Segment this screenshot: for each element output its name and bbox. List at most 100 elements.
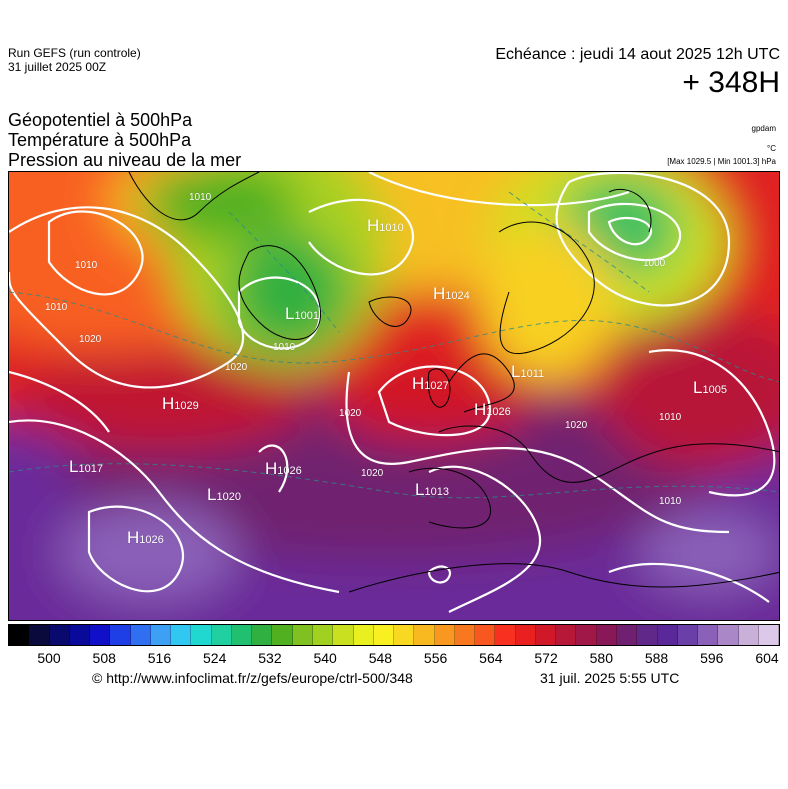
unit-gpdam: gpdam [751,124,776,133]
lead-time: + 348H [682,66,780,99]
colorbar-swatch [698,625,719,645]
center-value: 1026 [277,465,302,477]
pressure-center: L1011 [511,362,544,382]
pressure-center: L1013 [415,480,449,500]
pressure-center: L1005 [693,378,727,398]
colorbar-swatch [454,625,476,645]
center-value: 1001 [294,310,319,322]
colorbar-tick-label: 532 [258,650,282,666]
colorbar-tick-label: 596 [700,650,724,666]
isobar-label: 1020 [225,362,248,373]
forecast-valid-time: Echéance : jeudi 14 aout 2025 12h UTC [495,46,780,63]
colorbar-tick-label: 588 [644,650,669,666]
pressure-center: H1027 [412,374,449,394]
colorbar-swatch [718,625,739,645]
colorbar-swatch [191,625,212,645]
run-info: Run GEFS (run controle) 31 juillet 2025 … [8,46,141,74]
colorbar-tick-label: 516 [147,650,172,666]
colorbar-swatch [758,625,780,645]
colorbar [8,624,780,646]
colorbar-swatch [9,625,30,645]
colorbar-swatch [475,625,496,645]
colorbar-swatch [596,625,617,645]
pressure-center: H1026 [127,528,164,548]
param-pressure: Pression au niveau de la mer [8,150,242,170]
center-type: L [207,485,217,504]
center-type: L [69,457,79,476]
colorbar-swatch [130,625,151,645]
pressure-center: L1001 [285,304,319,324]
colorbar-swatch [637,625,658,645]
center-type: H [367,216,380,235]
isobar-label: 1010 [659,496,682,507]
colorbar-swatch [556,625,577,645]
colorbar-swatch [616,625,638,645]
isobar-label: 1010 [659,412,682,423]
center-type: H [162,394,175,413]
pressure-center: H1026 [265,459,302,479]
colorbar-swatch [677,625,699,645]
source-url[interactable]: © http://www.infoclimat.fr/z/gefs/europe… [92,670,413,686]
colorbar-tick-label: 556 [423,650,448,666]
center-type: H [127,528,140,547]
colorbar-tick-label: 508 [92,650,116,666]
isobar-label: 1010 [75,260,98,271]
center-type: H [412,374,425,393]
colorbar-swatch [515,625,536,645]
colorbar-swatch [495,625,516,645]
center-value: 1017 [78,463,103,475]
map-canvas [9,172,779,620]
colorbar-tick-label: 500 [37,650,61,666]
colorbar-swatch [69,625,91,645]
colorbar-swatch [292,625,313,645]
colorbar-swatch [353,625,374,645]
center-value: 1024 [445,290,470,302]
center-value: 1010 [379,222,404,234]
isobar-label: 1020 [79,334,102,345]
colorbar-tick-label: 548 [368,650,393,666]
center-value: 1029 [174,400,199,412]
colorbar-tick-label: 572 [534,650,558,666]
param-temperature: Température à 500hPa [8,130,192,150]
colorbar-swatch [434,625,455,645]
pressure-center: H1029 [162,394,199,414]
colorbar-swatch [110,625,131,645]
center-type: H [474,400,487,419]
colorbar-swatch [333,625,354,645]
colorbar-tick-label: 564 [479,650,503,666]
colorbar-tick-label: 524 [203,650,227,666]
generated-date: 31 juil. 2025 5:55 UTC [540,670,680,686]
colorbar-swatch [252,625,273,645]
run-date: 31 juillet 2025 00Z [8,60,107,74]
colorbar-tick-label: 604 [755,650,779,666]
colorbar-tick-label: 540 [313,650,337,666]
center-value: 1027 [424,380,449,392]
colorbar-swatch [272,625,293,645]
center-type: L [285,304,295,323]
center-value: 1011 [520,368,545,380]
isobar-label: 1020 [565,420,588,431]
center-type: L [415,480,425,499]
isobar-label: 1020 [361,468,384,479]
colorbar-swatch [576,625,597,645]
center-type: L [511,362,521,381]
colorbar-swatch [171,625,192,645]
colorbar-swatch [90,625,111,645]
center-value: 1026 [486,406,511,418]
colorbar-swatch [414,625,435,645]
colorbar-swatch [49,625,70,645]
colorbar-swatch [211,625,232,645]
colorbar-swatch [150,625,172,645]
pressure-center: H1024 [433,284,470,304]
colorbar-swatch [535,625,557,645]
colorbar-swatch [231,625,253,645]
colorbar-swatch [394,625,415,645]
center-value: 1013 [424,486,449,498]
center-type: H [433,284,446,303]
pressure-center: H1026 [474,400,511,420]
colorbar-tick-label: 580 [589,650,613,666]
run-name: Run GEFS (run controle) [8,46,141,60]
pressure-center: H1010 [367,216,404,236]
coastlines [128,172,779,593]
center-type: L [693,378,703,397]
